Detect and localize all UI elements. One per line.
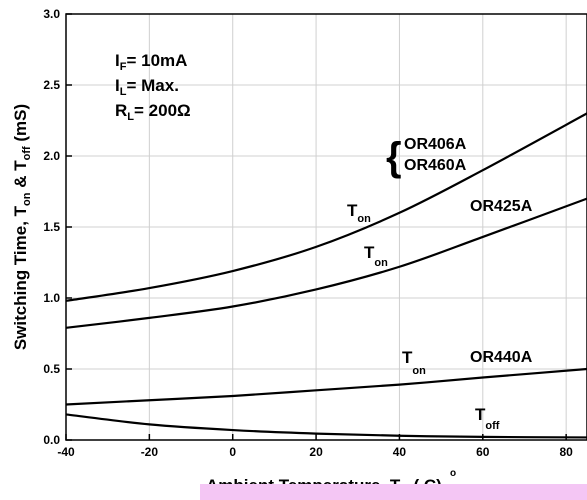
label-or440a: OR440A (470, 349, 533, 366)
label-or460a: OR460A (404, 157, 467, 174)
condition-rl: RL= 200Ω (115, 101, 191, 123)
x-axis-degree-mark: o (450, 468, 456, 479)
x-tick-label: 0 (229, 445, 236, 459)
condition-if: IF= 10mA (115, 51, 187, 73)
curve-ton-or425a (65, 197, 587, 329)
y-tick-label: 2.0 (43, 149, 60, 163)
y-tick-label: 0.0 (43, 433, 60, 447)
label-or406a: OR406A (404, 136, 467, 153)
label-ton-upper: Ton (347, 201, 371, 225)
curves (65, 112, 587, 439)
curve-toff (65, 413, 587, 439)
curve-ton-or406a-or460a (65, 112, 587, 302)
label-ton-middle: Ton (364, 243, 388, 269)
x-tick-label: -40 (57, 445, 75, 459)
x-tick-label: 20 (309, 445, 323, 459)
y-tick-label: 1.0 (43, 291, 60, 305)
brace-symbol: { (386, 135, 402, 179)
scan-artifact-band (200, 484, 587, 500)
y-tick-label: 1.5 (43, 220, 60, 234)
y-tick-label: 2.5 (43, 78, 60, 92)
conditions: IF= 10mA IL= Max. RL= 200Ω (115, 51, 191, 123)
y-axis-label: Switching Time, Ton & Toff (mS) (11, 104, 33, 350)
y-tick-label: 0.5 (43, 362, 60, 376)
ticks: -40 -20 0 20 40 60 80 0.0 0.5 1.0 1.5 2.0 2.5 3.0 (43, 7, 573, 459)
label-toff: Toff (475, 405, 500, 432)
label-or425a: OR425A (470, 198, 533, 215)
x-tick-label: 40 (393, 445, 407, 459)
curve-ton-or440a (65, 367, 587, 406)
x-tick-label: -20 (141, 445, 159, 459)
x-tick-label: 80 (559, 445, 573, 459)
x-tick-label: 60 (476, 445, 490, 459)
condition-il: IL= Max. (115, 76, 179, 98)
label-ton-lower: Ton (402, 348, 426, 377)
y-tick-label: 3.0 (43, 7, 60, 21)
